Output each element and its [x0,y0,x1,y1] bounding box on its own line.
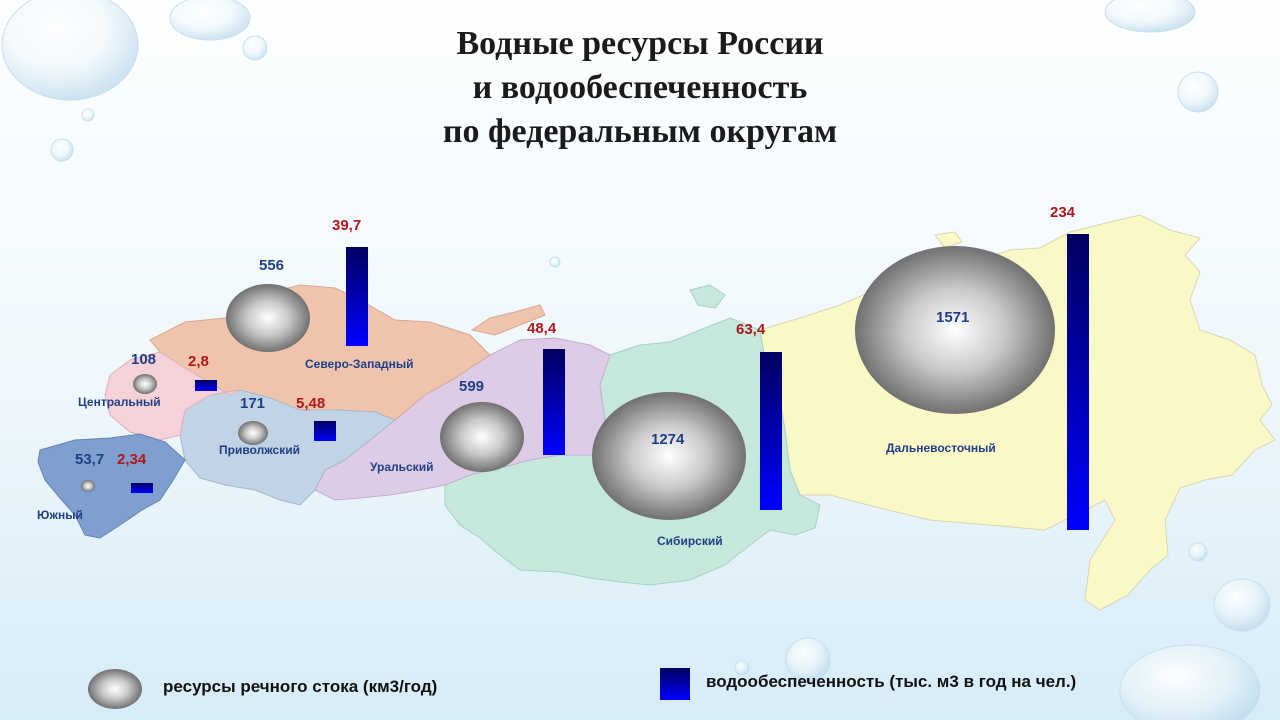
runoff-sphere-south [81,480,95,492]
supply-value-far-east: 234 [1050,204,1076,221]
region-label-south: Южный [37,508,83,522]
runoff-sphere-far-east [855,246,1055,414]
legend-bar-icon [660,668,690,700]
runoff-value-far-east: 1571 [936,309,970,326]
region-central [104,351,241,441]
island-novaya-zemlya [470,304,546,336]
runoff-value-siberian: 1274 [651,431,685,448]
supply-value-volga: 5,48 [296,395,326,412]
region-label-ural: Уральский [370,460,434,474]
runoff-value-northwest: 556 [259,257,285,274]
supply-value-central: 2,8 [188,353,209,370]
region-label-far-east: Дальневосточный [886,441,996,455]
runoff-sphere-siberian [592,392,746,520]
region-label-volga: Приволжский [219,443,300,457]
region-volga [179,389,396,506]
page-title: Водные ресурсы России и водообеспеченнос… [0,22,1280,154]
region-label-northwest: Северо-Западный [305,357,414,371]
runoff-sphere-central [133,374,157,394]
runoff-spheres [81,246,1055,520]
supply-value-ural: 48,4 [527,320,557,337]
legend-runoff-label: ресурсы речного стока (км3/год) [163,677,438,696]
runoff-sphere-volga [238,421,268,445]
title-line-2: и водообеспеченность [472,69,808,106]
legend-supply-label: водообеспеченность (тыс. м3 в год на чел… [706,672,1077,691]
supply-bar-ural [543,349,565,455]
title-line-1: Водные ресурсы России [456,25,824,62]
runoff-value-volga: 171 [240,395,266,412]
region-label-siberian: Сибирский [657,534,723,548]
supply-bar-siberian [760,352,782,510]
supply-bar-volga [314,421,336,441]
runoff-value-south: 53,7 [75,451,105,468]
island-severnaya-zemlya [689,284,726,309]
island-new-siberian [934,231,963,249]
supply-bar-far-east [1067,234,1089,530]
supply-bar-central [195,380,217,391]
supply-value-south: 2,34 [117,451,147,468]
title-line-3: по федеральным округам [442,113,838,150]
supply-bars [131,234,1089,530]
runoff-value-central: 108 [131,351,157,368]
supply-bar-northwest [346,247,368,346]
supply-bar-south [131,483,153,493]
region-south [37,433,186,539]
runoff-value-ural: 599 [459,378,485,395]
legend-sphere-icon [88,669,142,709]
runoff-sphere-ural [440,402,524,472]
runoff-sphere-northwest [226,284,310,352]
supply-value-northwest: 39,7 [332,217,362,234]
region-label-central: Центральный [78,395,161,409]
supply-value-siberian: 63,4 [736,321,766,338]
